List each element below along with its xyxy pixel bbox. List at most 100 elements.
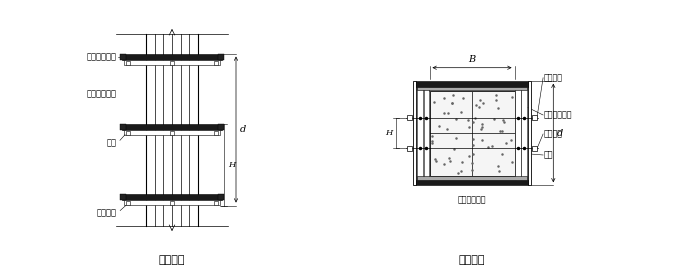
Point (493, 163, 504, 168)
Bar (125, 201, 130, 205)
Point (444, 159, 455, 163)
Point (427, 139, 438, 143)
Bar (121, 54, 126, 60)
Point (464, 125, 475, 130)
Point (467, 142, 478, 147)
Point (477, 138, 488, 142)
Text: 面板: 面板 (544, 150, 553, 160)
Bar (429, 87, 516, 90)
Text: 对拉螺栓: 对拉螺栓 (97, 208, 117, 217)
Point (442, 111, 453, 115)
Bar (214, 201, 218, 205)
Bar (408, 116, 413, 120)
Point (475, 126, 487, 131)
Text: B: B (468, 55, 475, 64)
Text: 柱箍（方木）: 柱箍（方木） (544, 111, 573, 120)
Point (448, 147, 459, 151)
Point (474, 105, 485, 110)
Point (490, 98, 501, 103)
Bar (429, 175, 516, 180)
Point (492, 106, 503, 110)
Bar (122, 194, 222, 200)
Point (482, 145, 493, 150)
Point (429, 100, 440, 104)
Point (447, 100, 458, 105)
Point (506, 160, 517, 164)
Text: 竖楞（方木）: 竖楞（方木） (87, 89, 117, 98)
Point (476, 125, 487, 130)
Text: 对拉螺栓: 对拉螺栓 (544, 130, 563, 139)
Point (452, 171, 464, 175)
Bar (121, 123, 126, 130)
Bar (418, 176, 527, 180)
Bar (170, 201, 174, 205)
Bar (418, 87, 422, 180)
Bar (532, 146, 537, 150)
Point (500, 141, 512, 145)
Bar (124, 130, 220, 135)
Text: H: H (228, 161, 236, 169)
Point (477, 122, 488, 127)
Text: 竖楞（方木）: 竖楞（方木） (458, 195, 487, 204)
Point (457, 96, 468, 100)
Point (446, 100, 457, 105)
Bar (124, 200, 220, 205)
Bar (416, 81, 528, 87)
Point (467, 137, 478, 141)
Bar (170, 61, 174, 65)
Point (468, 119, 479, 124)
Point (475, 98, 486, 102)
Point (507, 95, 518, 99)
Point (456, 169, 467, 174)
Bar (170, 131, 174, 134)
Point (497, 118, 508, 122)
Point (438, 110, 450, 115)
Text: H: H (385, 129, 392, 137)
Text: 对拉螺栓: 对拉螺栓 (544, 73, 563, 82)
Point (457, 160, 468, 165)
Point (497, 152, 508, 156)
Point (468, 152, 479, 156)
Text: 柱剖面图: 柱剖面图 (459, 255, 485, 265)
Text: d: d (558, 128, 564, 138)
Bar (218, 194, 224, 200)
Point (495, 129, 506, 133)
Point (462, 118, 473, 122)
Bar (122, 54, 222, 60)
Point (486, 144, 497, 148)
Point (450, 136, 461, 140)
Bar (214, 131, 218, 134)
Bar (408, 146, 413, 150)
Point (467, 161, 478, 165)
Point (439, 96, 450, 101)
Point (470, 116, 481, 120)
Text: 面板: 面板 (107, 138, 117, 147)
Point (429, 157, 441, 161)
Bar (532, 116, 537, 120)
Point (450, 117, 461, 121)
Point (434, 123, 445, 128)
Bar (413, 81, 416, 185)
Point (491, 93, 502, 97)
Bar (218, 54, 224, 60)
Text: d: d (240, 125, 246, 134)
Bar (424, 87, 429, 180)
Point (470, 103, 482, 107)
Point (447, 93, 459, 97)
Bar (418, 87, 527, 90)
Bar (521, 87, 527, 180)
Bar (528, 81, 531, 185)
Point (496, 129, 507, 134)
Bar (214, 61, 218, 65)
Point (489, 117, 500, 121)
Text: 柱箍（方木）: 柱箍（方木） (87, 52, 117, 61)
Point (427, 141, 438, 145)
Text: 柱立面图: 柱立面图 (159, 255, 185, 265)
Bar (122, 124, 222, 130)
Bar (218, 123, 224, 130)
Bar (125, 131, 130, 134)
Bar (515, 87, 521, 180)
Point (498, 120, 510, 124)
Point (455, 109, 466, 114)
Point (466, 168, 477, 173)
